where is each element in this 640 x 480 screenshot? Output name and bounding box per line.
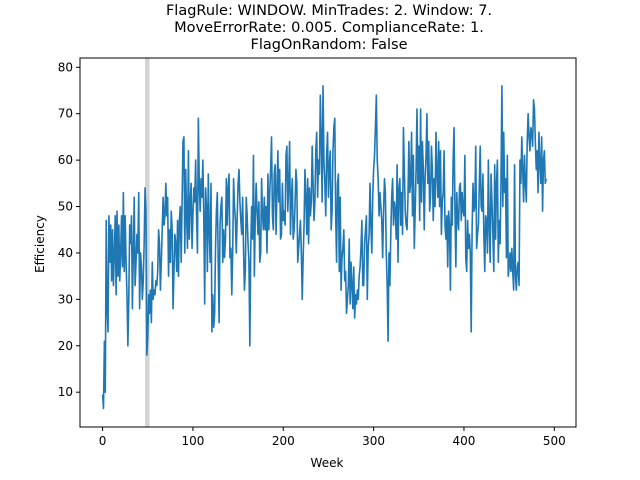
y-tick-label: 10 [58, 385, 73, 399]
chart-title-line-1: FlagRule: WINDOW. MinTrades: 2. Window: … [166, 3, 492, 19]
y-tick-label: 20 [58, 339, 73, 353]
x-tick-label: 300 [362, 434, 385, 448]
chart-title-line-3: FlagOnRandom: False [251, 37, 408, 53]
x-tick-label: 0 [99, 434, 107, 448]
series-line-0 [101, 85, 547, 410]
chart-title-line-2: MoveErrorRate: 0.005. ComplianceRate: 1. [174, 20, 484, 36]
axis-ticks: 0 100 200 300 400 500 10 20 30 40 50 60 70 80 [58, 60, 566, 448]
x-tick-label: 500 [543, 434, 566, 448]
y-tick-label: 30 [58, 292, 73, 306]
x-tick-label: 200 [272, 434, 295, 448]
y-axis-label: Efficiency [33, 215, 47, 273]
axes-frame [79, 57, 577, 428]
x-axis-label: Week [311, 456, 344, 470]
x-tick-label: 400 [453, 434, 476, 448]
y-tick-label: 80 [58, 60, 73, 74]
chart-title: FlagRule: WINDOW. MinTrades: 2. Window: … [166, 3, 492, 53]
y-tick-label: 40 [58, 246, 73, 260]
y-tick-label: 70 [58, 107, 73, 121]
y-tick-label: 60 [58, 153, 73, 167]
x-tick-label: 100 [181, 434, 204, 448]
plot-area [79, 57, 577, 428]
y-tick-label: 50 [58, 200, 73, 214]
shaded-region [145, 58, 150, 427]
